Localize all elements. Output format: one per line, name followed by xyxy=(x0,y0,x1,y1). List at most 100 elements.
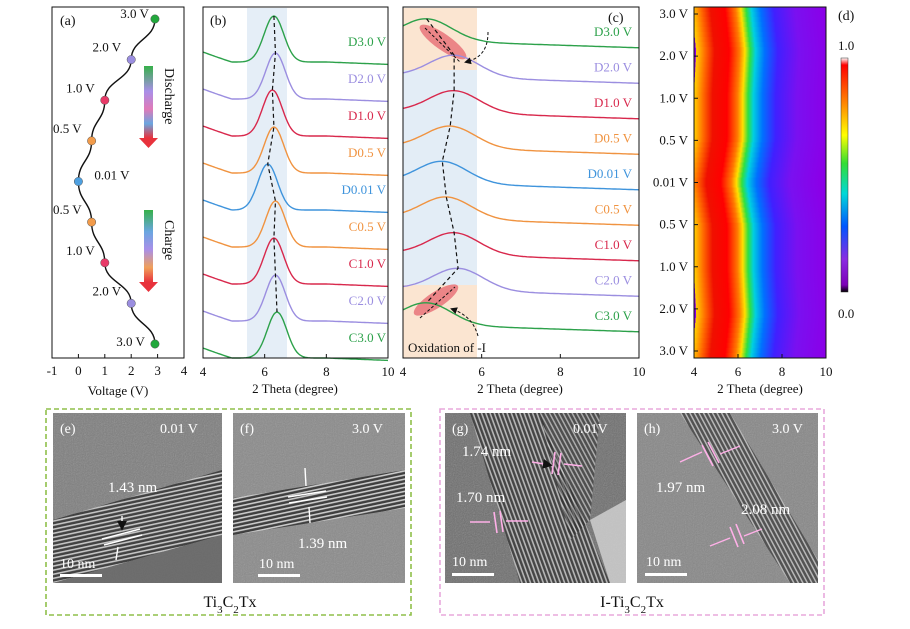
tem-g-scale-label: 10 nm xyxy=(452,555,488,570)
panel-a-frame xyxy=(51,6,185,359)
heatmap-strip xyxy=(695,297,826,304)
tem-f-spacing-mark-1 xyxy=(287,490,327,498)
tem-h-arrow-2b xyxy=(743,528,763,537)
xrd-series-label: D2.0 V xyxy=(348,71,387,86)
panel-c-x-ticks: 4 6 8 10 xyxy=(400,354,646,379)
heatmap-strip xyxy=(694,267,826,274)
tem-e-spacing-mark-2 xyxy=(103,534,143,546)
tem-e-spacing-mark-1 xyxy=(101,528,141,540)
heatmap-rows xyxy=(694,7,826,358)
x-tick: 6 xyxy=(478,364,485,379)
heatmap-strip xyxy=(694,252,826,259)
panel-a-xlabel: Voltage (V) xyxy=(88,383,149,398)
heatmap-strip xyxy=(694,152,824,159)
voltage-point-label: 2.0 V xyxy=(93,40,122,55)
tem-e-arrow-bottom xyxy=(115,546,119,561)
tem-g-label: (g) xyxy=(452,422,469,437)
tem-h-arrow-1a xyxy=(679,451,703,463)
panel-b: D3.0 V D2.0 V D1.0 V D0.5 V D0.01 V C0.5 V C1.… xyxy=(200,6,395,396)
voltage-point-label: 0.5 V xyxy=(53,202,82,217)
heatmap-strip xyxy=(694,77,826,83)
heatmap-strip xyxy=(694,212,825,219)
tem-g-fringes xyxy=(470,413,610,583)
heatmap-strip xyxy=(695,317,826,324)
panel-d-x-ticks: 4 6 8 10 xyxy=(691,354,833,379)
x-tick: 10 xyxy=(633,364,646,379)
x-tick: 4 xyxy=(200,364,207,379)
panel-d-xlabel: 2 Theta (degree) xyxy=(717,381,803,396)
tem-h-mark-1b xyxy=(707,441,720,464)
panel-c-peak-guide xyxy=(426,18,459,304)
panel-c-curves xyxy=(402,18,640,333)
tem-g-fringes-2 xyxy=(540,413,600,540)
heatmap-strip xyxy=(694,217,826,224)
voltage-point xyxy=(126,298,136,308)
heatmap-strip xyxy=(694,182,820,189)
colorbar xyxy=(840,57,849,293)
heatmap-strip xyxy=(694,327,826,334)
tem-h-spacing-2: 2.08 nm xyxy=(741,502,791,518)
group-i-ti3c2tx-frame xyxy=(439,408,825,616)
heatmap-x-tick: 8 xyxy=(779,364,786,379)
xrd-curve xyxy=(402,18,640,49)
xrd-series-label: C1.0 V xyxy=(595,237,633,252)
xrd-series-label: C2.0 V xyxy=(595,273,633,288)
xrd-curve xyxy=(402,232,640,262)
heatmap-y-tick: 2.0 V xyxy=(659,301,688,316)
tem-e-substrate xyxy=(53,535,222,583)
voltage-point xyxy=(87,136,97,146)
xrd-series-label: D0.5 V xyxy=(594,131,633,146)
heatmap-strip xyxy=(695,57,826,63)
tem-f-spacing: 1.39 nm xyxy=(298,536,348,552)
xrd-curve xyxy=(402,54,640,84)
xrd-series-label: C0.5 V xyxy=(595,202,633,217)
heatmap-y-tick: 3.0 V xyxy=(659,343,688,358)
heatmap-strip xyxy=(694,197,823,204)
heatmap-strip xyxy=(694,332,826,339)
heatmap-y-tick: 0.5 V xyxy=(659,132,688,147)
tem-f-spacing-mark-2 xyxy=(288,496,328,504)
heatmap-strip xyxy=(694,137,826,143)
heatmap-strip xyxy=(694,237,826,244)
panel-c-top-slope xyxy=(424,27,461,63)
xrd-curve xyxy=(202,89,389,140)
tem-g-spacing-1: 1.74 nm xyxy=(462,444,512,460)
panel-a-x-tick: -1 xyxy=(47,363,58,378)
heatmap-strip xyxy=(694,122,826,128)
voltage-point xyxy=(126,55,136,65)
tem-panel-f: (f) 3.0 V 1.39 nm 10 nm xyxy=(233,413,405,583)
tem-h-spacing-1: 1.97 nm xyxy=(656,480,706,496)
tem-e-scale-label: 10 nm xyxy=(60,557,96,572)
group-i-ti3c2tx-caption: I-Ti3C2Tx xyxy=(600,594,664,616)
panel-c-top-ellipse xyxy=(419,24,467,60)
panel-b-peak-guide xyxy=(267,15,278,313)
heatmap-strip xyxy=(694,232,826,239)
tem-g-arrow-1b xyxy=(563,463,583,467)
panel-c-label: (c) xyxy=(608,11,624,26)
group-ti3c2tx-frame xyxy=(45,408,412,616)
heatmap-y-tick: 2.0 V xyxy=(659,48,688,63)
xrd-series-label: C2.0 V xyxy=(349,293,387,308)
heatmap-y-tick: 1.0 V xyxy=(659,90,688,105)
xrd-curve xyxy=(402,302,640,333)
xrd-series-label: D0.01 V xyxy=(341,182,386,197)
tem-panel-e: (e) 0.01 V 1.43 nm 10 nm xyxy=(53,413,222,583)
heatmap-strip xyxy=(694,202,823,209)
heatmap-strip xyxy=(694,177,820,184)
discharge-arrow xyxy=(144,66,153,138)
heatmap-y-tick: 3.0 V xyxy=(659,6,688,21)
heatmap-strip xyxy=(695,37,826,43)
tem-g-vacuum xyxy=(590,500,626,583)
heatmap-strip xyxy=(694,132,826,138)
heatmap-strip xyxy=(695,67,826,73)
tem-f-fringes xyxy=(233,470,405,535)
voltage-point-label: 1.0 V xyxy=(66,243,95,258)
xrd-series-label: D1.0 V xyxy=(348,108,387,123)
heatmap-y-tick: 1.0 V xyxy=(659,259,688,274)
x-tick: 6 xyxy=(261,364,268,379)
discharge-arrow-head xyxy=(139,138,158,148)
heatmap-strip xyxy=(694,107,826,113)
heatmap-strip xyxy=(694,157,823,164)
tem-g-mark-2a xyxy=(493,511,498,534)
